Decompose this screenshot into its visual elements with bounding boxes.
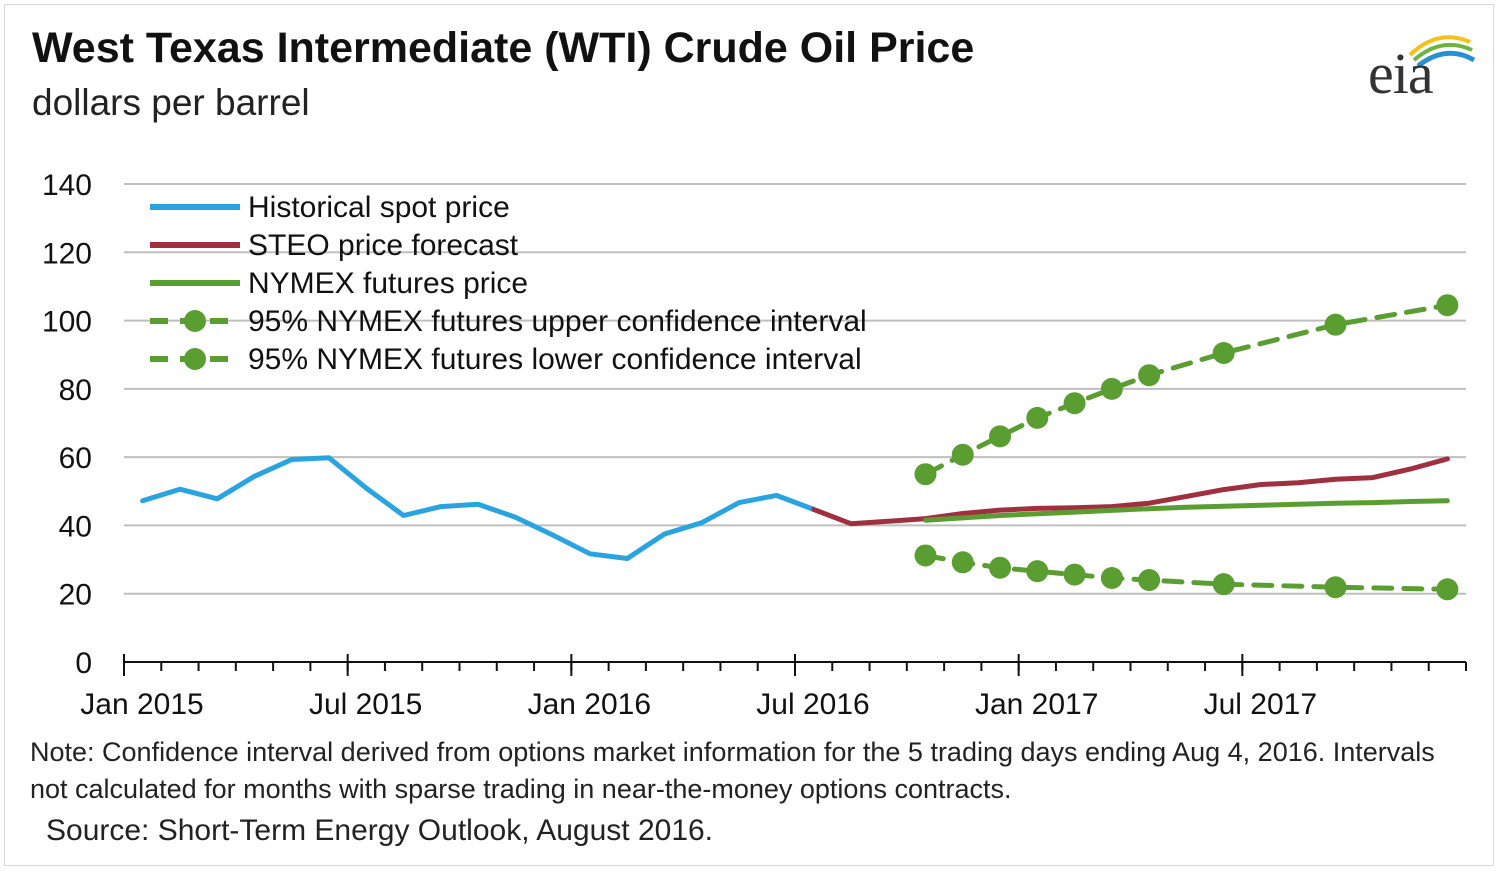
- y-tick-label: 60: [59, 442, 92, 475]
- x-tick-label: Jul 2016: [756, 688, 869, 721]
- series-marker-4: [951, 551, 974, 574]
- series-marker-4: [1324, 576, 1347, 599]
- chart-subtitle: dollars per barrel: [32, 82, 310, 123]
- series-marker-3: [1324, 313, 1347, 336]
- legend-marker-3: [184, 310, 206, 332]
- y-tick-label: 40: [59, 510, 92, 543]
- x-tick-label: Jan 2017: [975, 688, 1098, 721]
- y-tick-label: 0: [75, 647, 92, 680]
- series: [140, 294, 1459, 601]
- eia-logo-text: eia: [1368, 41, 1434, 106]
- series-marker-4: [1138, 569, 1161, 592]
- chart-title: West Texas Intermediate (WTI) Crude Oil …: [32, 24, 975, 72]
- series-marker-4: [989, 556, 1012, 579]
- series-marker-3: [914, 463, 937, 486]
- chart-source: Source: Short-Term Energy Outlook, Augus…: [46, 814, 714, 847]
- gridlines: [124, 183, 1466, 595]
- x-tick-label: Jul 2017: [1204, 688, 1317, 721]
- x-tick-label: Jul 2015: [309, 688, 422, 721]
- series-marker-4: [1212, 573, 1235, 596]
- y-tick-label: 80: [59, 374, 92, 407]
- series-line-4: [923, 553, 1450, 592]
- chart-frame: [4, 4, 1494, 866]
- series-marker-4: [1100, 567, 1123, 590]
- y-tick-label: 20: [59, 579, 92, 612]
- legend-label-4: 95% NYMEX futures lower confidence inter…: [248, 343, 862, 376]
- series-marker-4: [1026, 560, 1049, 583]
- axes: 0 20 40 60 80 100 120 140 Jan 2015 Jul 2015 Jan 20…: [42, 169, 1467, 721]
- legend-label-0: Historical spot price: [248, 191, 510, 224]
- legend-label-1: STEO price forecast: [248, 229, 519, 262]
- y-tick-label: 100: [42, 306, 92, 339]
- series-marker-3: [1138, 364, 1161, 387]
- y-tick-label: 140: [42, 169, 92, 202]
- series-marker-4: [1436, 578, 1459, 601]
- series-line-1: [811, 456, 1450, 527]
- chart-note: Note: Confidence interval derived from o…: [30, 737, 1435, 804]
- series-marker-3: [1436, 294, 1459, 317]
- series-marker-3: [989, 425, 1012, 448]
- legend-label-2: NYMEX futures price: [248, 267, 528, 300]
- legend-marker-4: [184, 348, 206, 370]
- series-marker-3: [1063, 392, 1086, 415]
- legend: Historical spot price STEO price forecast…: [150, 191, 867, 376]
- legend-label-3: 95% NYMEX futures upper confidence inter…: [248, 305, 867, 338]
- eia-logo-arcs-icon: [1408, 35, 1476, 68]
- series-marker-3: [951, 443, 974, 466]
- eia-logo: eia: [1360, 20, 1480, 110]
- series-marker-4: [1063, 563, 1086, 586]
- series-marker-4: [914, 544, 937, 567]
- series-line-0: [140, 455, 817, 561]
- x-tick-label: Jan 2015: [80, 688, 203, 721]
- y-tick-label: 120: [42, 237, 92, 270]
- series-marker-3: [1026, 406, 1049, 429]
- series-marker-3: [1212, 342, 1235, 365]
- x-tick-label: Jan 2016: [528, 688, 651, 721]
- series-marker-3: [1100, 377, 1123, 400]
- series-line-3: [923, 302, 1450, 477]
- series-line-2: [923, 498, 1450, 523]
